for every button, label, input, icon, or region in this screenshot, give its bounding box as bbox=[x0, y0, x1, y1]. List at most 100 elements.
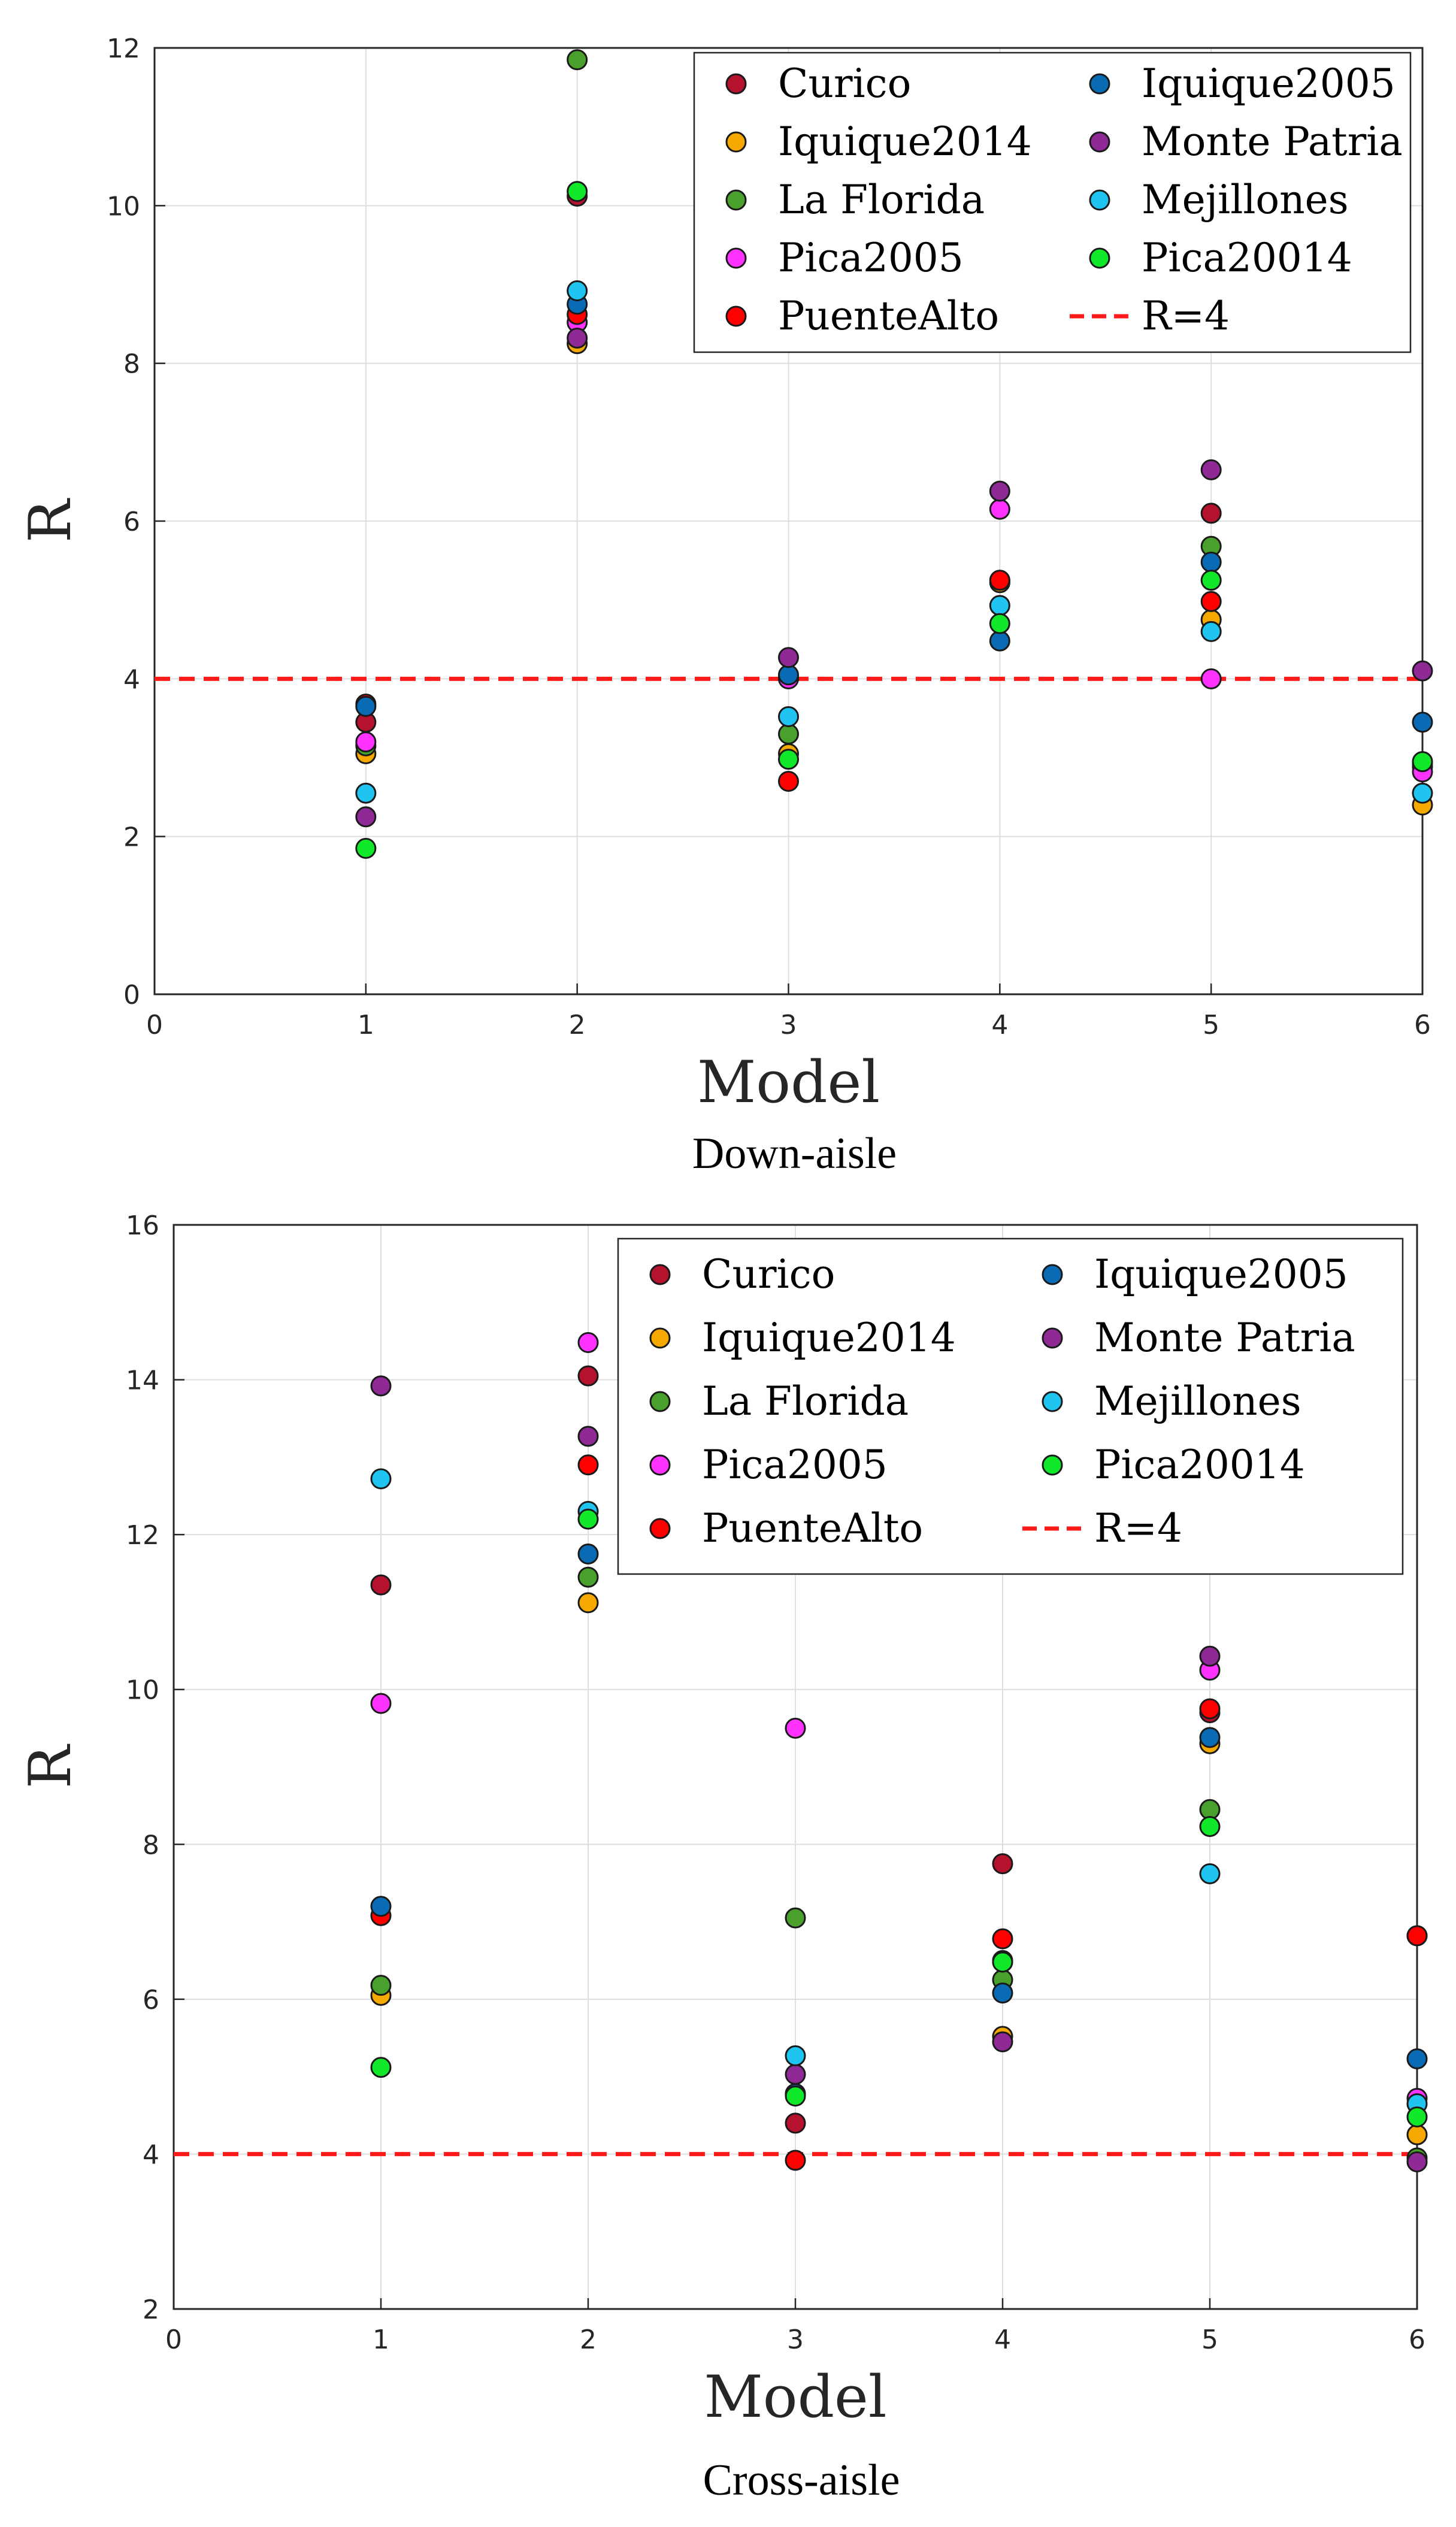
data-point bbox=[992, 1853, 1013, 1875]
axes-box bbox=[172, 1224, 1418, 2310]
legend-label: Pica2005 bbox=[778, 235, 964, 281]
y-axis-label: R bbox=[17, 1744, 84, 1788]
data-point bbox=[355, 837, 377, 859]
x-tick-label: 4 bbox=[991, 1010, 1008, 1040]
data-point bbox=[355, 731, 377, 753]
legend-marker bbox=[1042, 1391, 1063, 1412]
data-point bbox=[785, 2085, 806, 2107]
data-point bbox=[1200, 668, 1222, 689]
y-tick-label: 10 bbox=[107, 191, 140, 222]
legend-label: Iquique2014 bbox=[778, 119, 1032, 165]
data-point bbox=[1200, 621, 1222, 642]
data-point bbox=[567, 328, 588, 349]
legend-label: La Florida bbox=[702, 1378, 909, 1424]
data-point bbox=[778, 647, 799, 668]
data-point bbox=[567, 181, 588, 202]
legend-marker bbox=[1089, 131, 1110, 153]
data-point bbox=[577, 1543, 599, 1564]
data-point bbox=[1199, 1863, 1221, 1884]
x-tick-label: 0 bbox=[146, 1010, 163, 1040]
y-tick-label: 0 bbox=[123, 980, 140, 1010]
legend-label: Monte Patria bbox=[1094, 1315, 1355, 1361]
data-point bbox=[785, 1717, 806, 1739]
legend-marker bbox=[725, 189, 747, 211]
legend-marker bbox=[1042, 1327, 1063, 1349]
data-point bbox=[355, 695, 377, 717]
legend-marker bbox=[649, 1454, 671, 1476]
legend-label: Mejillones bbox=[1094, 1378, 1301, 1424]
legend-marker bbox=[649, 1327, 671, 1349]
axes-box bbox=[153, 47, 1424, 995]
data-point bbox=[577, 1365, 599, 1387]
x-tick-label: 4 bbox=[994, 2325, 1011, 2355]
data-point bbox=[785, 2045, 806, 2066]
legend-label: R=4 bbox=[1094, 1505, 1182, 1551]
legend-marker bbox=[649, 1264, 671, 1285]
data-point bbox=[992, 2031, 1013, 2053]
x-tick-label: 6 bbox=[1409, 2325, 1425, 2355]
data-point bbox=[778, 724, 799, 745]
chart-1: 0 1 2 3 4 5 6024681012ModelRDown-aisleCuricoIq… bbox=[17, 34, 1433, 1178]
data-point bbox=[778, 706, 799, 728]
data-point bbox=[1199, 1727, 1221, 1748]
data-point bbox=[1200, 503, 1222, 524]
data-point bbox=[1412, 751, 1433, 773]
legend-marker bbox=[1089, 247, 1110, 269]
x-tick-label: 2 bbox=[569, 1010, 586, 1040]
legend-marker bbox=[1042, 1264, 1063, 1285]
data-point bbox=[989, 498, 1010, 520]
y-tick-label: 2 bbox=[143, 2295, 159, 2325]
data-point bbox=[567, 280, 588, 302]
x-tick-label: 1 bbox=[373, 2325, 389, 2355]
x-tick-label: 3 bbox=[780, 1010, 797, 1040]
data-point bbox=[577, 1332, 599, 1354]
legend-marker bbox=[725, 73, 747, 95]
series-pica20014 bbox=[355, 181, 1433, 859]
series-mejillones bbox=[355, 280, 1433, 804]
x-tick-label: 1 bbox=[358, 1010, 374, 1040]
series-pica20014 bbox=[370, 1508, 1428, 2127]
data-point bbox=[370, 1375, 392, 1397]
data-point bbox=[355, 782, 377, 804]
y-tick-label: 8 bbox=[123, 349, 140, 380]
series-monte-patria bbox=[370, 1375, 1428, 2172]
legend-marker bbox=[725, 131, 747, 153]
chart-caption: Down-aisle bbox=[692, 1129, 897, 1178]
data-point bbox=[785, 2150, 806, 2171]
data-point bbox=[992, 1983, 1013, 2004]
legend-label: Curico bbox=[702, 1251, 835, 1297]
y-tick-label: 6 bbox=[123, 507, 140, 537]
legend-label: Iquique2005 bbox=[1094, 1251, 1348, 1297]
legend-marker bbox=[649, 1391, 671, 1412]
legend-label: Curico bbox=[778, 60, 911, 107]
data-point bbox=[778, 771, 799, 792]
data-point bbox=[1200, 591, 1222, 612]
chart-caption: Cross-aisle bbox=[703, 2456, 900, 2505]
legend: Curico Iquique2014 La Florida Pica2005 Puent… bbox=[693, 52, 1412, 353]
data-point bbox=[1412, 660, 1433, 682]
legend-marker bbox=[1089, 189, 1110, 211]
legend-label: Iquique2005 bbox=[1142, 60, 1396, 107]
x-tick-label: 6 bbox=[1414, 1010, 1431, 1040]
data-point bbox=[1412, 782, 1433, 804]
data-point bbox=[989, 613, 1010, 634]
x-tick-label: 0 bbox=[165, 2325, 182, 2355]
x-axis-label: Model bbox=[704, 2363, 886, 2431]
data-point bbox=[355, 806, 377, 828]
data-point bbox=[1412, 712, 1433, 733]
x-tick-label: 3 bbox=[787, 2325, 804, 2355]
data-point bbox=[1200, 459, 1222, 480]
x-tick-label: 5 bbox=[1203, 1010, 1219, 1040]
data-point bbox=[370, 2057, 392, 2078]
legend-label: Pica20014 bbox=[1094, 1442, 1305, 1488]
x-axis-label: Model bbox=[697, 1049, 880, 1116]
data-point bbox=[577, 1592, 599, 1614]
y-tick-label: 10 bbox=[126, 1675, 159, 1706]
data-point bbox=[577, 1508, 599, 1530]
data-points bbox=[355, 49, 1433, 859]
x-tick-label: 2 bbox=[580, 2325, 597, 2355]
y-tick-label: 6 bbox=[143, 1985, 159, 2015]
legend-label: La Florida bbox=[778, 177, 985, 223]
